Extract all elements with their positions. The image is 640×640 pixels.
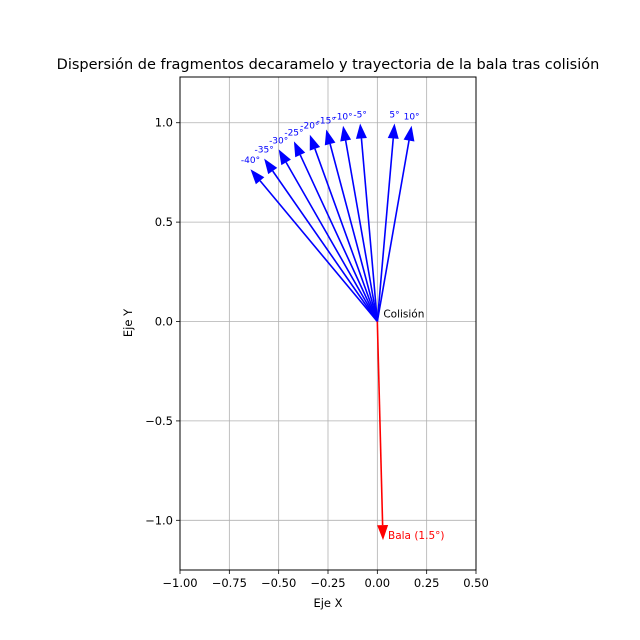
- fragment-arrow-head: [250, 169, 265, 185]
- x-tick-label: −0.25: [310, 576, 345, 590]
- fragment-label: -10°: [333, 113, 352, 123]
- fragment-arrow: [250, 169, 378, 323]
- fragment-arrow-shaft: [285, 161, 379, 322]
- fragment-arrow-shaft: [299, 154, 379, 322]
- y-axis-label: Eje Y: [121, 308, 135, 337]
- fragment-arrow-head: [340, 125, 352, 142]
- fragment-arrow: [278, 149, 379, 322]
- bullet-arrow-shaft: [376, 321, 384, 526]
- fragment-arrow-shaft: [329, 143, 379, 322]
- fragment-arrow-shaft: [344, 140, 379, 322]
- x-tick-label: 0.25: [414, 576, 440, 590]
- fragment-label: -35°: [255, 146, 274, 156]
- x-tick-label: −0.50: [261, 576, 296, 590]
- fragment-arrow: [293, 141, 379, 322]
- fragment-label: -5°: [353, 110, 366, 120]
- fragment-arrow-head: [355, 123, 367, 139]
- bullet-arrow-head: [377, 524, 389, 541]
- fragment-arrow-shaft: [376, 140, 410, 322]
- y-tick-label: −1.0: [145, 513, 173, 527]
- fragment-arrow: [340, 125, 379, 322]
- fragment-label: -40°: [241, 156, 260, 166]
- fragment-arrow: [309, 134, 379, 322]
- fragment-label: -15°: [317, 116, 336, 126]
- data-layer: -40°-35°-30°-25°-20°-15°-10° -5° 5° 10° Bala…: [241, 110, 445, 542]
- fragment-arrow-head: [403, 125, 415, 142]
- fragment-arrow-shaft: [259, 180, 378, 323]
- fragment-arrow-shaft: [376, 138, 395, 322]
- fragment-arrow: [376, 123, 399, 322]
- tick-layer: −1.00 −0.75 −0.50 −0.25 0.00 0.25 0.50 −1.0 −0.5…: [145, 116, 489, 590]
- x-tick-label: −1.00: [162, 576, 197, 590]
- y-tick-label: −0.5: [145, 414, 173, 428]
- fragment-label: -30°: [269, 136, 288, 146]
- fragment-label: 5°: [389, 110, 399, 120]
- y-tick-label: 0.0: [155, 315, 173, 329]
- fragment-arrow-head: [293, 141, 306, 158]
- fragment-arrow-head: [278, 149, 291, 166]
- fragment-arrow: [264, 158, 378, 322]
- grid-layer: [179, 77, 477, 570]
- y-tick-label: 0.5: [155, 215, 173, 229]
- fragment-label: 10°: [404, 113, 420, 123]
- fragment-arrow-head: [387, 123, 399, 139]
- fragment-label: -20°: [300, 122, 319, 132]
- fragment-label: -25°: [284, 128, 303, 138]
- x-tick-label: −0.75: [212, 576, 247, 590]
- x-tick-label: 0.50: [463, 576, 489, 590]
- fragment-arrow-shaft: [360, 138, 379, 322]
- x-axis-label: Eje X: [313, 596, 342, 610]
- bullet-label: Bala (1.5°): [388, 530, 444, 542]
- fragment-arrow-shaft: [314, 148, 379, 322]
- fragment-arrow-head: [324, 129, 336, 146]
- x-tick-label: 0.00: [365, 576, 391, 590]
- y-tick-label: 1.0: [155, 116, 173, 130]
- fragment-arrow-shaft: [272, 170, 378, 322]
- bullet-arrow: [376, 321, 389, 541]
- fragment-arrow-head: [309, 134, 321, 151]
- fragment-arrow: [376, 125, 415, 322]
- fragment-arrow: [355, 123, 379, 322]
- fragment-arrow-head: [264, 158, 278, 175]
- collision-label: Colisión: [383, 309, 424, 321]
- fragment-arrow: [324, 129, 379, 322]
- chart-title: Dispersión de fragmentos decaramelo y tr…: [57, 57, 600, 73]
